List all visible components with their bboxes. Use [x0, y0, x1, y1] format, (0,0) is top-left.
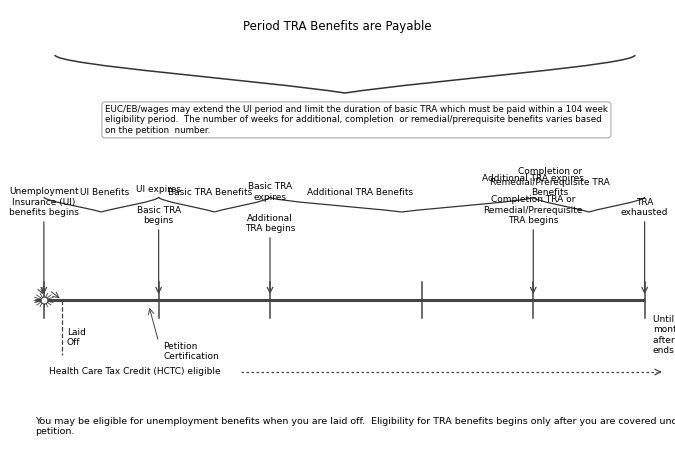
Text: Additional TRA Benefits: Additional TRA Benefits — [307, 188, 413, 197]
Text: Until one
month
after TRA
ends: Until one month after TRA ends — [653, 315, 675, 355]
Text: Unemployment
Insurance (UI)
benefits begins: Unemployment Insurance (UI) benefits beg… — [9, 187, 79, 217]
Text: EUC/EB/wages may extend the UI period and limit the duration of basic TRA which : EUC/EB/wages may extend the UI period an… — [105, 105, 608, 135]
Text: Basic TRA Benefits: Basic TRA Benefits — [168, 188, 252, 197]
Text: Completion or
Remedial/Prerequisite TRA
Benefits: Completion or Remedial/Prerequisite TRA … — [490, 167, 610, 197]
Text: You may be eligible for unemployment benefits when you are laid off.  Eligibilit: You may be eligible for unemployment ben… — [35, 417, 675, 436]
Text: Period TRA Benefits are Payable: Period TRA Benefits are Payable — [243, 20, 432, 33]
Text: Health Care Tax Credit (HCTC) eligible: Health Care Tax Credit (HCTC) eligible — [49, 368, 221, 376]
Text: Basic TRA
expires

Additional
TRA begins: Basic TRA expires Additional TRA begins — [245, 182, 295, 233]
Text: UI expires

Basic TRA
begins: UI expires Basic TRA begins — [136, 185, 181, 225]
Text: Petition
Certification: Petition Certification — [163, 342, 219, 361]
Text: UI Benefits: UI Benefits — [80, 188, 130, 197]
Text: Additional TRA expires

Completion TRA or
Remedial/Prerequisite
TRA begins: Additional TRA expires Completion TRA or… — [483, 174, 584, 225]
Text: TRA
exhausted: TRA exhausted — [621, 197, 668, 217]
Text: Laid
Off: Laid Off — [67, 328, 86, 348]
